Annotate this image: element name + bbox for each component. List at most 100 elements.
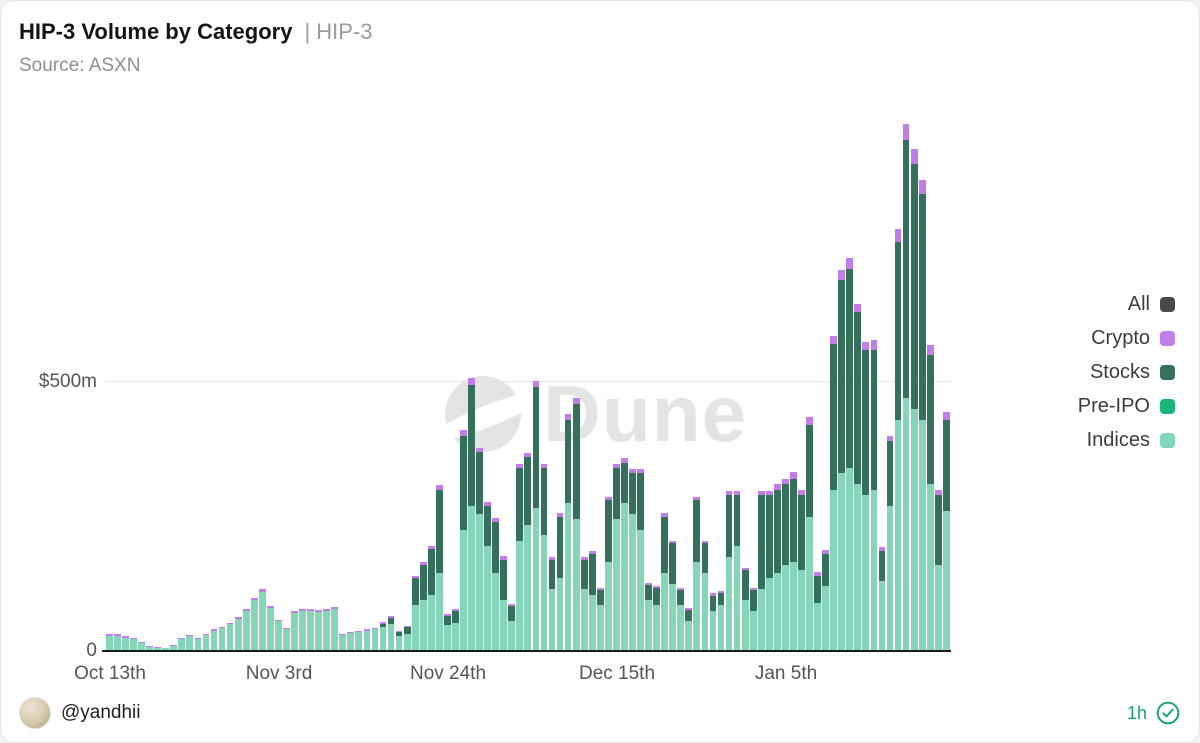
bar-nov-29[interactable] — [484, 501, 491, 651]
bar-nov-28[interactable] — [476, 447, 483, 651]
bar-nov-13[interactable] — [355, 630, 363, 651]
legend-item-pre-ipo[interactable]: Pre-IPO — [1078, 389, 1175, 423]
bar-oct-30[interactable] — [242, 608, 250, 651]
bar-oct-13[interactable] — [106, 634, 113, 651]
bar-nov-27[interactable] — [468, 378, 475, 651]
bar-dec-23[interactable] — [677, 588, 685, 651]
bar-dec-11[interactable] — [580, 556, 588, 651]
bar-jan-13[interactable] — [846, 258, 854, 651]
bar-nov-14[interactable] — [363, 628, 371, 651]
bar-jan-15[interactable] — [862, 341, 870, 651]
bar-oct-28[interactable] — [226, 622, 234, 651]
bar-dec-29[interactable] — [725, 490, 733, 651]
bar-jan-14[interactable] — [854, 304, 862, 651]
bar-oct-26[interactable] — [210, 628, 218, 651]
bar-oct-21[interactable] — [170, 645, 178, 651]
bar-nov-24[interactable] — [444, 613, 451, 651]
bar-dec-15[interactable] — [613, 463, 620, 651]
bar-jan-23[interactable] — [926, 345, 934, 651]
bar-dec-21[interactable] — [661, 513, 669, 651]
bar-jan-20[interactable] — [902, 123, 910, 651]
bar-dec-1[interactable] — [500, 556, 508, 651]
bar-dec-22[interactable] — [669, 540, 677, 651]
bar-nov-11[interactable] — [339, 633, 347, 651]
bar-jan-12[interactable] — [838, 270, 846, 651]
bar-dec-12[interactable] — [588, 551, 596, 651]
bar-jan-7[interactable] — [798, 489, 805, 651]
bar-dec-31[interactable] — [741, 567, 749, 651]
bar-dec-10[interactable] — [572, 398, 580, 651]
bar-dec-30[interactable] — [733, 491, 741, 651]
bar-nov-18[interactable] — [395, 630, 403, 651]
bar-jan-8[interactable] — [806, 416, 813, 651]
bar-nov-30[interactable] — [492, 518, 500, 651]
bar-jan-9[interactable] — [814, 572, 821, 651]
bar-jan-18[interactable] — [886, 435, 894, 651]
bar-jan-21[interactable] — [910, 149, 918, 651]
bar-nov-15[interactable] — [371, 627, 379, 651]
bar-oct-14[interactable] — [114, 634, 121, 651]
bar-dec-18[interactable] — [637, 469, 644, 651]
bar-dec-27[interactable] — [709, 593, 717, 651]
bar-nov-10[interactable] — [331, 606, 339, 651]
bar-nov-12[interactable] — [347, 631, 355, 651]
bar-oct-19[interactable] — [154, 647, 162, 651]
bar-jan-17[interactable] — [878, 547, 886, 651]
bar-oct-22[interactable] — [178, 638, 186, 651]
bar-oct-25[interactable] — [202, 633, 210, 651]
bar-nov-1[interactable] — [258, 589, 266, 651]
bar-dec-16[interactable] — [621, 458, 628, 651]
bar-dec-3[interactable] — [516, 463, 524, 651]
bar-dec-6[interactable] — [540, 463, 548, 651]
bar-oct-16[interactable] — [130, 638, 137, 651]
legend-item-indices[interactable]: Indices — [1087, 423, 1175, 457]
bar-nov-16[interactable] — [379, 621, 387, 651]
bar-nov-23[interactable] — [435, 485, 443, 651]
bar-oct-24[interactable] — [194, 638, 202, 651]
bar-nov-7[interactable] — [307, 608, 314, 651]
bar-dec-7[interactable] — [548, 556, 556, 651]
bar-dec-19[interactable] — [645, 582, 652, 651]
bar-nov-9[interactable] — [323, 608, 331, 651]
bar-nov-22[interactable] — [427, 545, 435, 651]
bar-oct-27[interactable] — [218, 626, 226, 651]
bar-oct-18[interactable] — [146, 646, 153, 651]
bar-jan-16[interactable] — [870, 340, 878, 651]
bar-dec-24[interactable] — [685, 607, 693, 651]
bar-jan-24[interactable] — [934, 489, 942, 651]
bar-dec-26[interactable] — [701, 540, 709, 651]
bar-jan-2[interactable] — [757, 490, 765, 651]
bar-dec-20[interactable] — [653, 585, 660, 651]
bar-dec-14[interactable] — [604, 496, 612, 651]
bar-jan-6[interactable] — [790, 472, 797, 651]
bar-jan-4[interactable] — [773, 484, 781, 651]
bar-nov-4[interactable] — [283, 627, 290, 651]
bar-jan-19[interactable] — [894, 228, 902, 651]
bar-oct-20[interactable] — [162, 647, 170, 651]
bar-oct-31[interactable] — [250, 597, 258, 651]
bar-dec-13[interactable] — [596, 588, 604, 651]
legend-item-all[interactable]: All — [1128, 287, 1175, 321]
bar-dec-4[interactable] — [524, 453, 532, 651]
bar-nov-6[interactable] — [299, 608, 306, 651]
bar-dec-5[interactable] — [532, 380, 540, 651]
bar-nov-2[interactable] — [266, 605, 274, 651]
bar-jan-5[interactable] — [782, 478, 789, 651]
bar-nov-3[interactable] — [275, 619, 282, 651]
bar-jan-11[interactable] — [830, 336, 838, 651]
bar-jan-3[interactable] — [765, 490, 773, 651]
bar-nov-26[interactable] — [460, 430, 467, 651]
bar-nov-17[interactable] — [387, 616, 395, 651]
bar-jan-25[interactable] — [942, 411, 950, 651]
bar-nov-20[interactable] — [411, 575, 419, 651]
bar-oct-15[interactable] — [122, 636, 129, 651]
legend-item-crypto[interactable]: Crypto — [1091, 321, 1175, 355]
bar-dec-8[interactable] — [556, 513, 564, 651]
legend-item-stocks[interactable]: Stocks — [1090, 355, 1175, 389]
avatar[interactable] — [19, 697, 51, 729]
bar-dec-9[interactable] — [564, 414, 572, 651]
bar-nov-21[interactable] — [419, 562, 427, 651]
bar-dec-28[interactable] — [717, 591, 725, 651]
bar-jan-22[interactable] — [918, 180, 926, 651]
bar-jan-1[interactable] — [749, 588, 757, 651]
